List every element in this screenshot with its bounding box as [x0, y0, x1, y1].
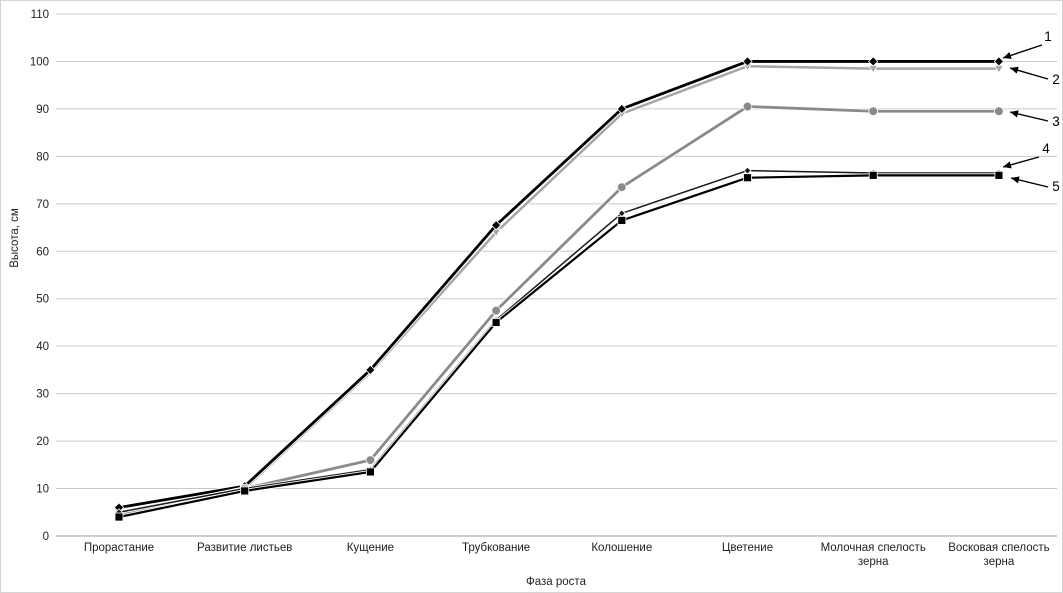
x-category-label: Прорастание: [84, 542, 154, 554]
arrowhead-icon: [1011, 176, 1020, 184]
series-2-halo: [116, 64, 1002, 515]
series-1-line: [117, 60, 1001, 509]
series-5-marker: [114, 512, 124, 522]
x-category-label: Кущение: [347, 542, 394, 554]
y-tick-label: 90: [36, 104, 49, 116]
series-5-marker: [365, 467, 375, 477]
x-category-label: Цветение: [722, 542, 773, 554]
arrowhead-icon: [1003, 161, 1012, 169]
series-1-marker: [490, 220, 502, 231]
y-tick-label: 80: [36, 151, 49, 163]
x-category-label: Трубкование: [462, 542, 530, 554]
x-axis-title: Фаза роста: [526, 576, 587, 588]
series-1-marker: [742, 56, 753, 67]
series-1-callout: 1: [1002, 29, 1052, 59]
series-1-marker: [868, 56, 879, 67]
y-tick-label: 50: [36, 294, 49, 306]
series-1-marker: [365, 364, 376, 376]
series-5-line: [117, 174, 1001, 519]
series-3-marker: [868, 106, 878, 117]
series-4-halo: [117, 168, 1001, 514]
x-category-label: зерна: [984, 556, 1015, 568]
series-2-callout: 2: [1009, 66, 1060, 87]
series-1-label: 1: [1044, 29, 1052, 44]
series-5-marker: [994, 170, 1004, 180]
series-3-marker: [365, 455, 376, 465]
series-3-marker: [491, 305, 501, 316]
series-3-marker: [742, 101, 753, 112]
x-category-label: Развитие листьев: [197, 542, 292, 554]
series-1-marker: [993, 56, 1005, 67]
series-3-marker: [616, 182, 627, 193]
series-3-callout: 3: [1009, 110, 1060, 129]
series-1-marker: [616, 103, 627, 115]
series-5-marker: [240, 486, 250, 496]
series-5-callout: 5: [1010, 176, 1060, 194]
y-tick-label: 60: [36, 246, 49, 258]
series-4-group: [115, 166, 1003, 517]
series-3-label: 3: [1052, 114, 1060, 129]
series-1-group: [113, 56, 1005, 513]
series-2-label: 2: [1052, 72, 1060, 87]
y-tick-label: 10: [36, 484, 49, 496]
x-category-label: Восковая спелость: [948, 542, 1049, 554]
series-4-callout: 4: [1002, 141, 1050, 169]
series-5-marker: [743, 173, 752, 183]
y-axis-title: Высота, см: [9, 208, 21, 268]
arrowhead-icon: [1003, 52, 1012, 59]
y-tick-label: 110: [31, 9, 49, 21]
series-5-marker: [617, 216, 627, 225]
y-tick-label: 100: [30, 56, 49, 68]
series-5-label: 5: [1052, 179, 1060, 194]
arrowhead-icon: [1010, 66, 1019, 74]
series-5-marker: [868, 170, 878, 180]
series-3-marker: [994, 106, 1004, 117]
y-tick-label: 30: [36, 389, 49, 401]
series-2-line: [117, 64, 1001, 514]
x-category-label: Колошение: [591, 542, 652, 554]
series-5-group: [114, 170, 1004, 522]
y-tick-label: 20: [36, 436, 49, 448]
x-category-label: зерна: [858, 556, 889, 568]
series-4-label: 4: [1042, 141, 1050, 156]
arrowhead-icon: [1010, 110, 1019, 118]
y-tick-label: 0: [43, 531, 49, 543]
x-category-label: Молочная спелость: [821, 542, 926, 554]
series-4-line: [118, 169, 1000, 514]
y-tick-label: 40: [36, 341, 49, 353]
series-5-marker: [491, 318, 501, 327]
series-2-group: [113, 62, 1005, 518]
y-tick-label: 70: [36, 199, 49, 211]
